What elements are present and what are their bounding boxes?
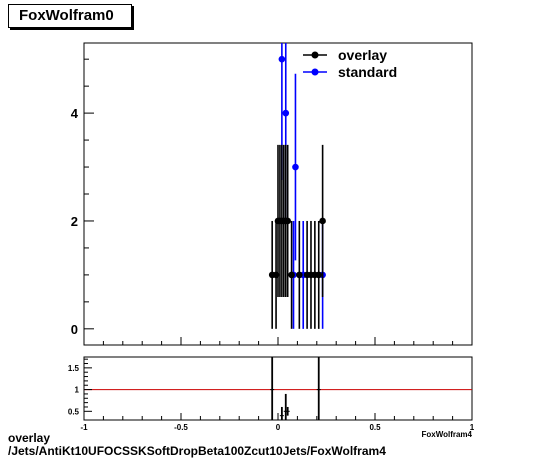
- histogram-title: FoxWolfram0: [19, 7, 114, 24]
- overlay-point: [288, 271, 295, 279]
- ratio-y-tick-label: 0.5: [68, 407, 80, 416]
- histogram-title-box: FoxWolfram0: [8, 4, 132, 28]
- overlay-point: [296, 271, 303, 279]
- standard-point: [292, 163, 299, 171]
- ratio-x-tick-label: 1: [470, 423, 475, 432]
- ratio-x-axis-title: FoxWolfram4: [421, 430, 472, 439]
- footer-line-2: /Jets/AntiKt10UFOCSSKSoftDropBeta100Zcut…: [8, 444, 386, 458]
- overlay-point: [284, 217, 292, 225]
- ratio-y-tick-label: 1: [75, 386, 80, 395]
- footer-line-1: overlay: [8, 431, 51, 445]
- y-tick-label: 0: [71, 322, 78, 337]
- ratio-y-tick-label: 1.5: [68, 364, 80, 373]
- ratio-frame: [83, 356, 473, 421]
- legend-label: overlay: [338, 47, 387, 63]
- legend-label: standard: [338, 64, 397, 80]
- standard-point: [278, 55, 286, 63]
- ratio-x-tick-label: 0.5: [369, 423, 381, 432]
- legend-marker: [311, 68, 319, 76]
- ratio-x-tick-label: 0: [276, 423, 281, 432]
- ratio-x-tick-label: -1: [80, 423, 88, 432]
- y-tick-label: 2: [71, 214, 78, 229]
- ratio-x-tick-label: -0.5: [174, 423, 188, 432]
- standard-point: [282, 109, 290, 117]
- footer-caption: overlay /Jets/AntiKt10UFOCSSKSoftDropBet…: [8, 432, 386, 458]
- y-tick-label: 4: [71, 106, 79, 121]
- overlay-point: [319, 217, 326, 225]
- legend-marker: [311, 51, 319, 59]
- main-panel: 0 2 4: [71, 42, 473, 346]
- overlay-point: [315, 271, 323, 279]
